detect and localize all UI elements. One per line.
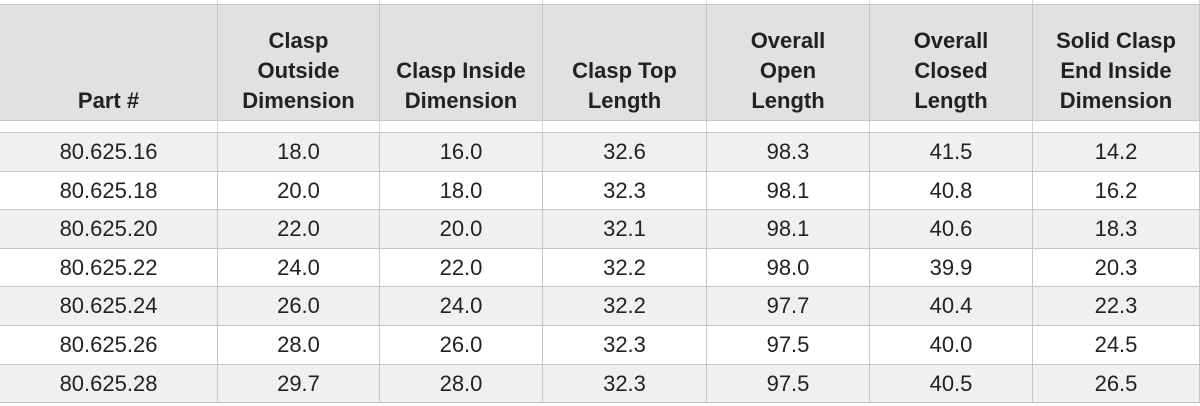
header-cell: Clasp Top Length [543, 5, 707, 121]
grid-strip [0, 0, 218, 5]
data-cell: 26.0 [218, 287, 380, 326]
data-cell: 80.625.16 [0, 133, 218, 172]
data-cell: 40.6 [870, 210, 1033, 249]
data-cell: 80.625.20 [0, 210, 218, 249]
data-cell: 97.7 [707, 287, 870, 326]
data-cell: 32.3 [543, 172, 707, 210]
header-cell: Overall Closed Length [870, 5, 1033, 121]
data-cell: 20.3 [1033, 249, 1200, 287]
data-cell: 18.0 [380, 172, 543, 210]
data-cell: 24.0 [218, 249, 380, 287]
data-cell: 24.0 [380, 287, 543, 326]
header-cell: Clasp Inside Dimension [380, 5, 543, 121]
data-cell: 29.7 [218, 365, 380, 403]
header-text: Clasp Inside [396, 58, 526, 83]
data-cell: 18.3 [1033, 210, 1200, 249]
data-cell: 26.0 [380, 326, 543, 365]
data-cell: 20.0 [380, 210, 543, 249]
data-cell: 22.3 [1033, 287, 1200, 326]
grid-strip [380, 0, 543, 5]
spacer-cell [0, 121, 218, 133]
data-cell: 32.2 [543, 287, 707, 326]
header-text: Open [759, 58, 817, 83]
header-text: Dimension [242, 88, 355, 113]
grid-strip [543, 0, 707, 5]
data-cell: 41.5 [870, 133, 1033, 172]
spacer-cell [380, 121, 543, 133]
spacer-cell [1033, 121, 1200, 133]
header-text: Dimension [404, 88, 518, 113]
grid-strip [218, 0, 380, 5]
data-cell: 80.625.26 [0, 326, 218, 365]
header-text: End Inside [1060, 58, 1172, 83]
header-cell: Part # [0, 5, 218, 121]
grid-strip [707, 0, 870, 5]
header-text: Overall [913, 28, 989, 53]
data-cell: 28.0 [380, 365, 543, 403]
header-text: Clasp [268, 28, 329, 53]
header-text: Length [914, 88, 988, 113]
spacer-cell [707, 121, 870, 133]
data-cell: 40.8 [870, 172, 1033, 210]
data-cell: 32.3 [543, 365, 707, 403]
data-cell: 40.5 [870, 365, 1033, 403]
header-cell: Overall Open Length [707, 5, 870, 121]
data-cell: 32.2 [543, 249, 707, 287]
data-cell: 98.0 [707, 249, 870, 287]
data-cell: 98.1 [707, 172, 870, 210]
data-cell: 40.0 [870, 326, 1033, 365]
data-cell: 97.5 [707, 326, 870, 365]
data-cell: 16.2 [1033, 172, 1200, 210]
header-text: Clasp Top [572, 58, 677, 83]
data-cell: 97.5 [707, 365, 870, 403]
data-cell: 80.625.28 [0, 365, 218, 403]
data-cell: 24.5 [1033, 326, 1200, 365]
data-cell: 32.1 [543, 210, 707, 249]
header-text: Solid Clasp [1056, 28, 1176, 53]
header-cell: Clasp Outside Dimension [218, 5, 380, 121]
data-cell: 80.625.18 [0, 172, 218, 210]
spacer-cell [218, 121, 380, 133]
header-cell: Solid Clasp End Inside Dimension [1033, 5, 1200, 121]
data-cell: 14.2 [1033, 133, 1200, 172]
data-cell: 26.5 [1033, 365, 1200, 403]
data-cell: 18.0 [218, 133, 380, 172]
data-cell: 22.0 [218, 210, 380, 249]
data-cell: 32.6 [543, 133, 707, 172]
header-text: Outside [257, 58, 340, 83]
data-cell: 32.3 [543, 326, 707, 365]
data-cell: 20.0 [218, 172, 380, 210]
header-text: Part # [77, 88, 140, 113]
spacer-cell [870, 121, 1033, 133]
header-text: Overall [750, 28, 826, 53]
grid-strip [870, 0, 1033, 5]
header-text: Closed [914, 58, 988, 83]
header-text: Length [751, 88, 825, 113]
data-cell: 98.3 [707, 133, 870, 172]
data-cell: 22.0 [380, 249, 543, 287]
data-cell: 98.1 [707, 210, 870, 249]
header-text: Dimension [1059, 88, 1173, 113]
data-cell: 28.0 [218, 326, 380, 365]
data-cell: 40.4 [870, 287, 1033, 326]
spacer-cell [543, 121, 707, 133]
data-cell: 16.0 [380, 133, 543, 172]
header-text: Length [587, 88, 662, 113]
data-cell: 80.625.24 [0, 287, 218, 326]
data-cell: 80.625.22 [0, 249, 218, 287]
data-cell: 39.9 [870, 249, 1033, 287]
